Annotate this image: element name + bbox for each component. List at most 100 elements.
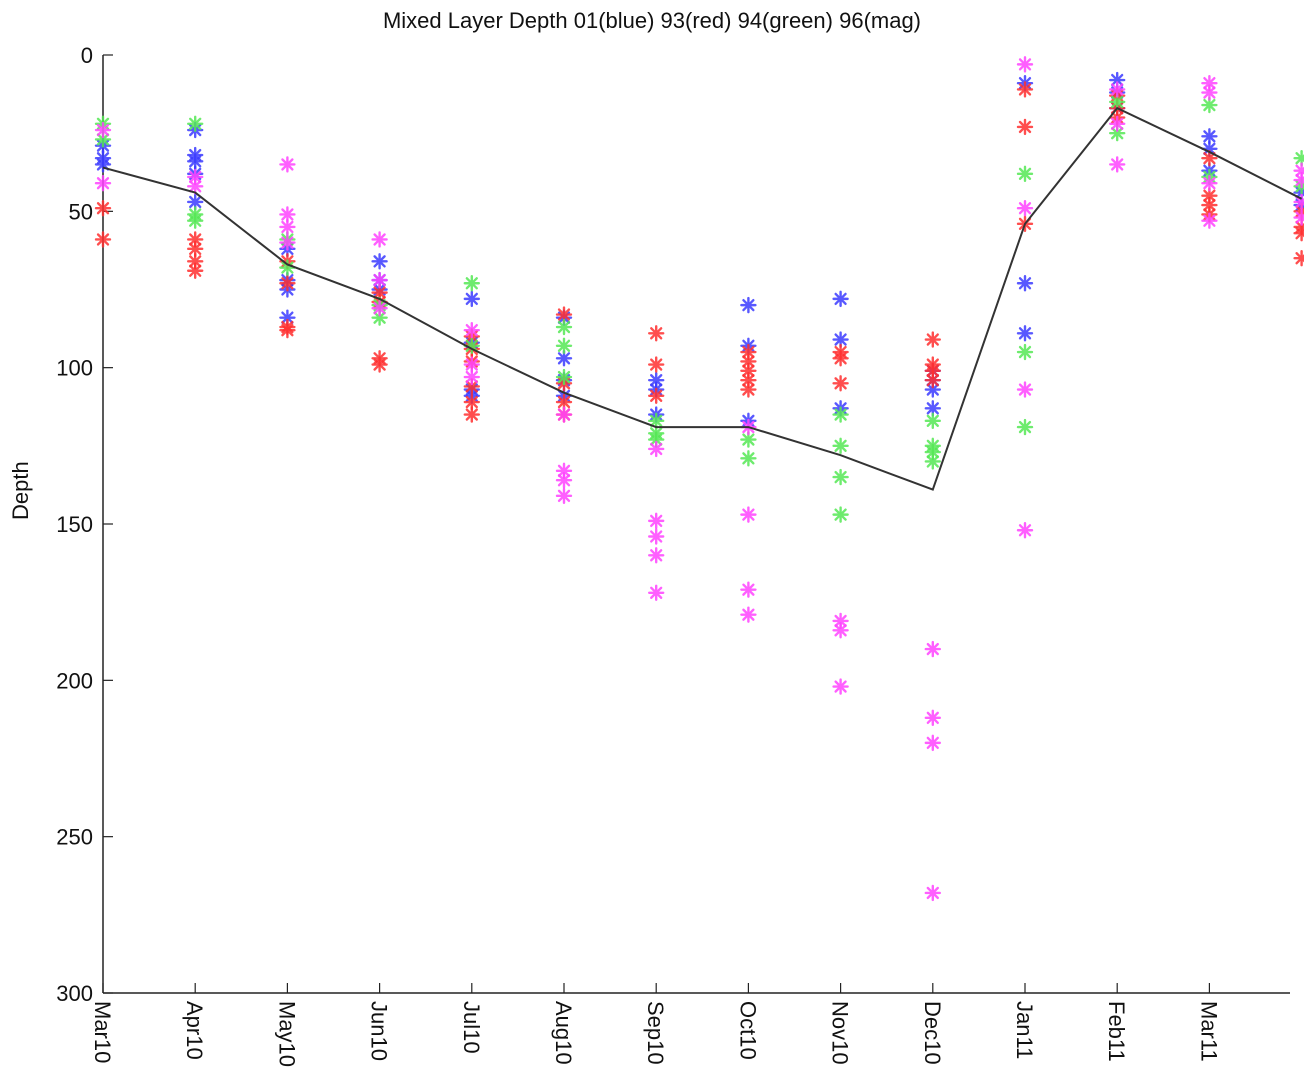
marker-stroke [742,383,755,396]
marker-stroke [1203,86,1216,99]
marker-stroke [1295,254,1304,265]
marker-stroke [1111,83,1124,96]
marker-stroke [834,680,847,693]
marker-stroke [1111,73,1124,87]
marker-stroke [1203,198,1216,212]
marker-stroke [650,358,663,371]
marker-stroke [189,195,202,209]
marker-stroke [281,236,294,249]
data-point [94,231,112,248]
marker-stroke [1018,524,1032,537]
marker-stroke [1018,345,1032,359]
data-point [1293,225,1304,242]
data-point [279,234,296,251]
mean-line [102,106,1303,491]
data-point [463,378,480,395]
marker-stroke [557,408,571,421]
y-tick-label: 100 [56,356,93,381]
data-point [1201,96,1218,114]
marker-stroke [465,408,478,421]
marker-stroke [465,277,478,290]
marker-stroke [189,170,202,184]
marker-stroke [926,642,939,656]
marker-stroke [650,530,663,543]
data-point [463,275,480,292]
data-point [832,506,849,523]
marker-stroke [189,242,202,256]
marker-stroke [1295,154,1304,165]
marker-stroke [742,452,755,465]
data-point [924,709,941,727]
data-point [94,174,112,192]
marker-stroke [650,433,663,446]
data-point [1016,522,1034,539]
marker-stroke [465,370,478,384]
data-point [1201,84,1218,101]
x-tick-label: Feb11 [1104,1001,1129,1062]
marker-stroke [96,177,110,190]
marker-stroke [1111,117,1124,130]
marker-stroke [1018,383,1032,396]
data-point [924,884,941,902]
data-point [1016,56,1034,73]
x-tick-label: Jun10 [367,1001,392,1061]
marker-stroke [742,345,755,359]
data-point [279,156,296,173]
marker-stroke [742,298,755,312]
marker-stroke [281,208,294,221]
marker-stroke [557,320,571,334]
marker-stroke [926,402,939,415]
chart-title: Mixed Layer Depth 01(blue) 93(red) 94(gr… [382,8,922,33]
marker-stroke [742,433,755,446]
data-point [648,528,665,545]
data-point [1016,165,1034,183]
x-tick-label: Oct10 [735,1001,760,1060]
marker-stroke [1203,214,1216,227]
data-point [740,450,757,467]
marker-stroke [1018,277,1032,290]
marker-stroke [1203,177,1216,190]
y-tick-label: 300 [56,981,93,1006]
marker-stroke [926,445,939,459]
marker-stroke [1203,152,1216,165]
marker-stroke [1295,229,1304,240]
data-point [463,356,480,373]
marker-stroke [557,339,571,352]
marker-stroke [1111,127,1124,140]
data-point [1293,209,1304,226]
data-point [924,640,941,658]
marker-stroke [834,439,847,452]
marker-stroke [189,180,202,193]
data-point [555,368,573,386]
data-point [924,331,941,348]
marker-stroke [1203,142,1216,155]
marker-stroke [1203,189,1216,202]
data-point [648,325,665,342]
marker-stroke [281,158,294,171]
data-point [279,259,296,276]
data-point [648,512,665,530]
marker-stroke [189,214,202,227]
marker-stroke [742,374,755,387]
data-point [186,262,204,279]
marker-stroke [650,514,663,528]
data-point [371,356,388,373]
marker-stroke [650,374,663,387]
marker-stroke [834,470,847,484]
data-point [186,178,204,195]
marker-stroke [281,311,294,324]
x-tick-label: Sep10 [643,1001,668,1065]
data-point [463,290,480,308]
data-point [740,296,757,314]
marker-stroke [373,302,386,315]
y-tick-label: 150 [56,512,93,537]
marker-stroke [557,489,571,503]
marker-stroke [834,408,847,421]
x-tick-label: Dec10 [920,1001,945,1065]
data-point [832,678,849,695]
marker-stroke [557,370,571,384]
data-point [1201,212,1218,229]
marker-stroke [96,233,110,246]
data-point [463,406,480,423]
marker-stroke [465,395,478,409]
